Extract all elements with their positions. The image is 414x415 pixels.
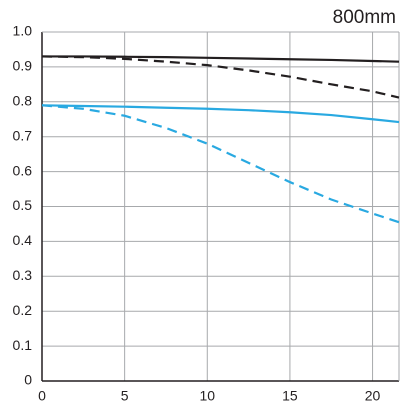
series-line xyxy=(41,55,400,99)
y-tick-label: 0.3 xyxy=(13,267,33,283)
y-tick-label: 0.8 xyxy=(13,93,33,109)
y-tick-label: 0 xyxy=(24,372,32,388)
x-tick-label: 15 xyxy=(282,388,298,404)
x-tick-label: 20 xyxy=(365,388,381,404)
y-tick-label: 0.5 xyxy=(13,197,33,213)
y-tick-label: 0.7 xyxy=(13,127,33,143)
x-tick-label: 0 xyxy=(38,388,46,404)
y-tick-label: 0.2 xyxy=(13,302,33,318)
x-tick-label: 10 xyxy=(199,388,215,404)
chart-title: 800mm xyxy=(333,7,396,28)
series-line xyxy=(41,104,400,124)
series-line xyxy=(41,104,400,224)
y-tick-label: 1.0 xyxy=(13,23,33,39)
series-line xyxy=(42,55,400,63)
y-tick-label: 0.6 xyxy=(13,162,33,178)
y-tick-label: 0.4 xyxy=(13,232,33,248)
x-tick-label: 5 xyxy=(121,388,129,404)
y-tick-label: 0.9 xyxy=(13,58,33,74)
y-tick-label: 0.1 xyxy=(13,337,33,353)
